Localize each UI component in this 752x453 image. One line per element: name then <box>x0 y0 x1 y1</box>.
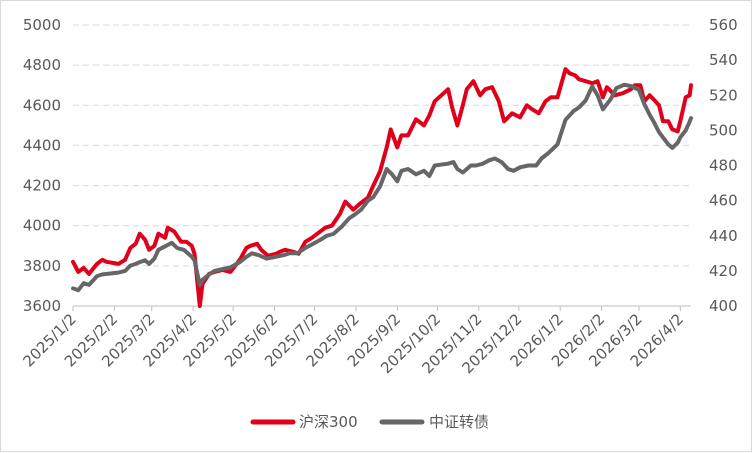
right-tick-label: 500 <box>709 121 738 139</box>
x-axis-ticks: 2025/1/22025/2/22025/3/22025/4/22025/5/2… <box>19 306 687 377</box>
right-tick-label: 520 <box>709 86 738 104</box>
legend-item-convertible-bond: 中证转债 <box>379 413 489 431</box>
left-tick-label: 4000 <box>23 217 61 235</box>
right-tick-label: 400 <box>709 297 738 315</box>
right-tick-label: 420 <box>709 262 738 280</box>
left-axis-ticks: 3600 3800 4000 4200 4400 4600 4800 5000 <box>23 16 61 315</box>
series-layer <box>71 67 693 308</box>
gridlines <box>73 24 691 267</box>
right-tick-label: 460 <box>709 192 738 210</box>
legend-label-hs300: 沪深300 <box>299 413 358 431</box>
right-tick-label: 560 <box>709 16 738 34</box>
left-tick-label: 4600 <box>23 96 61 114</box>
right-axis-ticks: 400 420 440 460 480 500 520 540 560 <box>709 16 738 315</box>
left-tick-label: 4400 <box>23 136 61 154</box>
legend: 沪深300 中证转债 <box>250 413 489 431</box>
right-tick-label: 480 <box>709 157 738 175</box>
legend-label-convertible-bond: 中证转债 <box>429 413 489 431</box>
series-line-hs300 <box>71 67 693 308</box>
left-tick-label: 5000 <box>23 16 61 34</box>
series-line-convertible-bond <box>71 82 693 293</box>
left-tick-label: 4800 <box>23 56 61 74</box>
right-tick-label: 440 <box>709 227 738 245</box>
left-tick-label: 4200 <box>23 177 61 195</box>
left-tick-label: 3600 <box>23 297 61 315</box>
left-tick-label: 3800 <box>23 257 61 275</box>
right-tick-label: 540 <box>709 51 738 69</box>
legend-item-hs300: 沪深300 <box>250 413 358 431</box>
